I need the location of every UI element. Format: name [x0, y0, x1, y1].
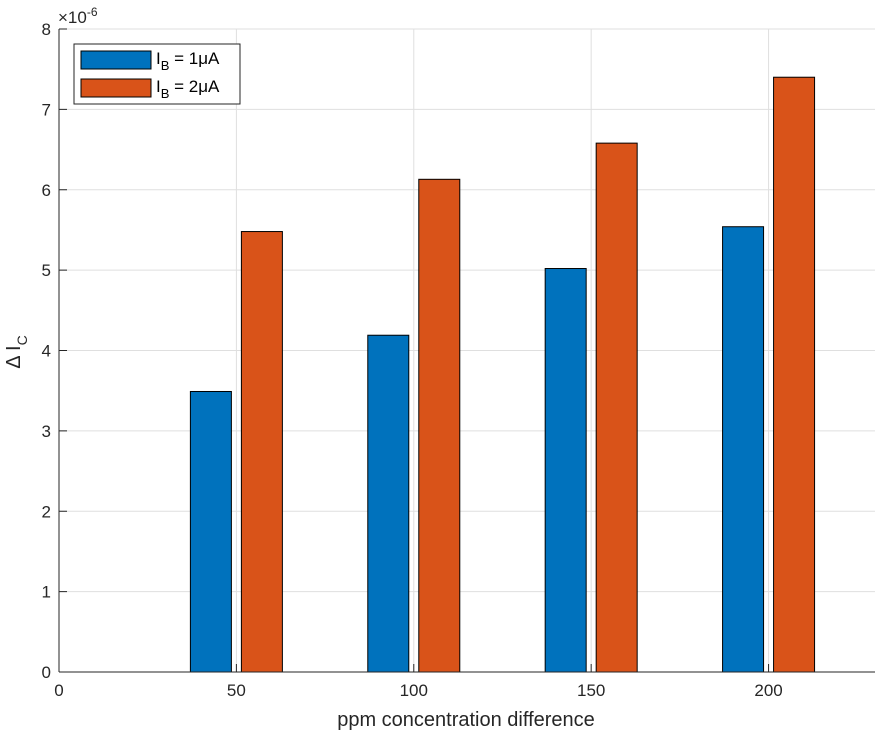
x-tick-label: 150: [577, 681, 605, 700]
bar-series-2: [595, 142, 638, 673]
bar-series-2: [240, 231, 283, 673]
y-axis-exponent: ×10-6: [58, 5, 98, 27]
legend-swatch-1: [80, 50, 152, 70]
bar-series-2: [418, 178, 461, 673]
x-tick-label: 0: [54, 681, 63, 700]
bar-series-1: [367, 334, 410, 673]
x-axis-label: ppm concentration difference: [337, 709, 595, 731]
bar-series-1: [189, 390, 232, 673]
legend: IB = 1μA IB = 2μA: [73, 43, 241, 105]
axes: [58, 28, 875, 673]
y-tick-label: 5: [42, 261, 51, 280]
y-tick-label: 1: [42, 583, 51, 602]
legend-entry-2: IB = 2μA: [156, 77, 220, 101]
bar-series-1: [722, 226, 765, 673]
tick-labels: 0 50 100 150 200 0 1 2 3 4 5 6 7 8: [42, 20, 783, 700]
y-tick-label: 0: [42, 663, 51, 682]
y-tick-label: 3: [42, 422, 51, 441]
y-tick-label: 7: [42, 100, 51, 119]
y-tick-label: 2: [42, 502, 51, 521]
legend-swatch-2: [80, 78, 152, 98]
y-tick-label: 8: [42, 20, 51, 39]
x-tick-label: 50: [227, 681, 246, 700]
legend-entry-1: IB = 1μA: [156, 49, 220, 73]
bar-series-2: [773, 76, 816, 673]
bars: [189, 76, 816, 673]
x-tick-label: 100: [400, 681, 428, 700]
y-tick-label: 4: [42, 342, 51, 361]
y-tick-label: 6: [42, 181, 51, 200]
y-axis-label: Δ IC: [3, 335, 30, 369]
x-tick-label: 200: [754, 681, 782, 700]
bar-series-1: [544, 268, 587, 673]
